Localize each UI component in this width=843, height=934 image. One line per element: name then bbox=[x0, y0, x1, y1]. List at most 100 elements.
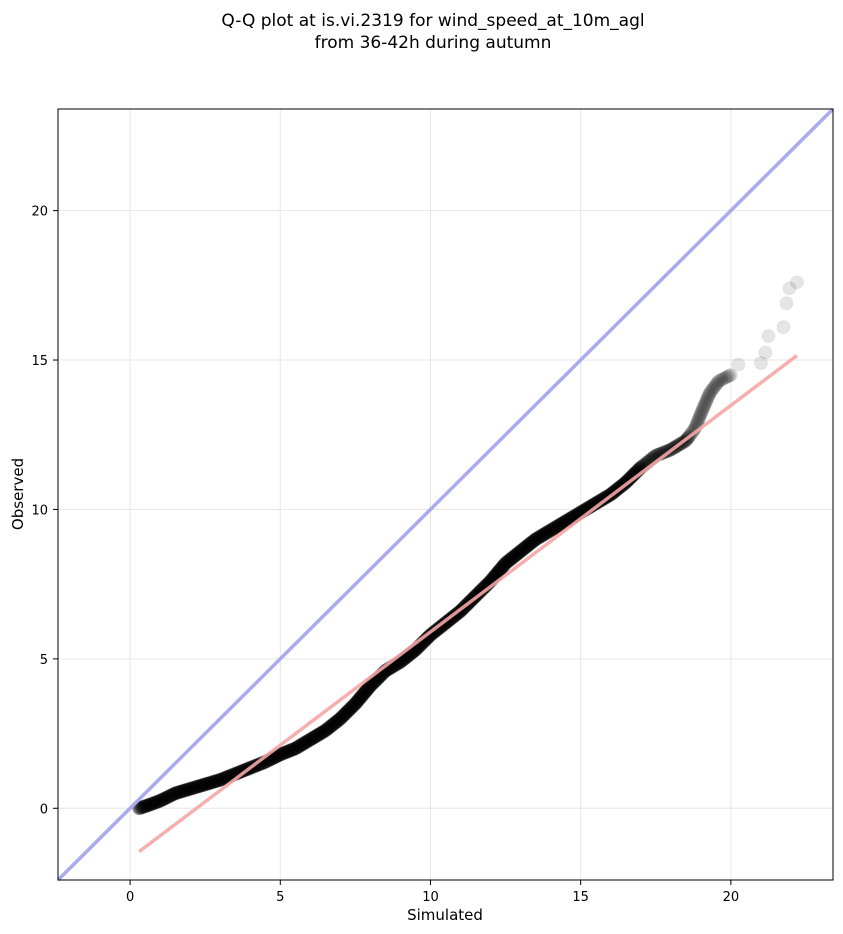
qq-point bbox=[709, 376, 724, 391]
qq-point bbox=[528, 532, 543, 547]
qq-point bbox=[159, 790, 174, 805]
qq-point bbox=[708, 377, 723, 392]
y-tick-label: 0 bbox=[40, 802, 48, 817]
identity-line bbox=[56, 107, 835, 882]
qq-point bbox=[288, 741, 303, 756]
qq-point bbox=[553, 517, 568, 532]
qq-point bbox=[497, 557, 512, 572]
qq-point bbox=[153, 793, 168, 808]
qq-point bbox=[362, 679, 377, 694]
qq-point bbox=[350, 694, 365, 709]
qq-point bbox=[213, 772, 228, 787]
qq-point bbox=[547, 520, 562, 535]
qq-point bbox=[504, 551, 519, 566]
qq-point bbox=[277, 745, 292, 760]
qq-point bbox=[501, 554, 516, 569]
chart-title: Q-Q plot at is.vi.2319 for wind_speed_at… bbox=[221, 11, 644, 31]
qq-point bbox=[690, 414, 705, 429]
qq-point bbox=[539, 525, 554, 540]
data-points bbox=[132, 275, 804, 816]
qq-point bbox=[150, 794, 165, 809]
qq-point bbox=[311, 727, 326, 742]
qq-point bbox=[329, 714, 344, 729]
qq-point bbox=[508, 548, 523, 563]
qq-point bbox=[342, 702, 357, 717]
qq-point bbox=[512, 545, 527, 560]
qq-point bbox=[195, 778, 210, 793]
qq-point bbox=[524, 535, 539, 550]
qq-point bbox=[707, 379, 722, 394]
qq-point bbox=[695, 403, 710, 418]
qq-point bbox=[511, 546, 526, 561]
qq-point bbox=[184, 781, 199, 796]
qq-point bbox=[704, 383, 719, 398]
qq-point bbox=[353, 690, 368, 705]
qq-point bbox=[181, 782, 196, 797]
qq-point bbox=[344, 700, 359, 715]
qq-point bbox=[133, 800, 148, 815]
qq-point bbox=[211, 773, 226, 788]
qq-point bbox=[555, 516, 570, 531]
qq-point bbox=[523, 536, 538, 551]
qq-point bbox=[300, 734, 315, 749]
qq-point bbox=[697, 399, 712, 414]
qq-point bbox=[536, 527, 551, 542]
qq-point bbox=[702, 387, 717, 402]
qq-point bbox=[513, 544, 528, 559]
qq-point bbox=[700, 391, 715, 406]
qq-point bbox=[514, 543, 529, 558]
qq-point bbox=[189, 780, 204, 795]
y-tick-label: 20 bbox=[31, 205, 48, 220]
qq-point bbox=[531, 530, 546, 545]
qq-point bbox=[543, 523, 558, 538]
qq-point bbox=[201, 776, 216, 791]
qq-point bbox=[279, 745, 294, 760]
qq-point bbox=[165, 787, 180, 802]
qq-point bbox=[316, 724, 331, 739]
qq-point bbox=[328, 715, 343, 730]
x-axis-label: Simulated bbox=[407, 906, 483, 924]
qq-point bbox=[199, 776, 214, 791]
qq-point bbox=[359, 683, 374, 698]
qq-point bbox=[340, 704, 355, 719]
qq-point bbox=[177, 783, 192, 798]
x-tick-label: 10 bbox=[422, 890, 439, 905]
qq-point bbox=[319, 722, 334, 737]
qq-point bbox=[696, 400, 711, 415]
x-tick-label: 15 bbox=[572, 890, 589, 905]
qq-point bbox=[310, 728, 325, 743]
qq-point bbox=[722, 368, 737, 383]
qq-point bbox=[166, 787, 181, 802]
qq-point bbox=[336, 708, 351, 723]
qq-point bbox=[693, 408, 708, 423]
qq-point bbox=[168, 786, 183, 801]
qq-point bbox=[327, 716, 342, 731]
qq-point bbox=[697, 397, 712, 412]
qq-point bbox=[516, 542, 531, 557]
qq-tail-point bbox=[779, 296, 794, 311]
chart-subtitle: from 36-42h during autumn bbox=[315, 33, 552, 53]
qq-point bbox=[354, 689, 369, 704]
qq-point bbox=[703, 384, 718, 399]
x-tick-label: 20 bbox=[723, 890, 740, 905]
qq-point bbox=[494, 561, 509, 576]
qq-point bbox=[335, 709, 350, 724]
qq-point bbox=[694, 405, 709, 420]
qq-point bbox=[507, 549, 522, 564]
qq-point bbox=[700, 390, 715, 405]
y-axis-ticks: 0 5 10 15 20 bbox=[31, 205, 58, 817]
qq-point bbox=[156, 792, 171, 807]
qq-point bbox=[358, 684, 373, 699]
qq-point bbox=[357, 685, 372, 700]
qq-point bbox=[198, 777, 213, 792]
qq-point bbox=[333, 711, 348, 726]
qq-point bbox=[160, 790, 175, 805]
qq-point bbox=[138, 799, 153, 814]
qq-point bbox=[496, 558, 511, 573]
qq-point bbox=[190, 779, 205, 794]
qq-point bbox=[324, 718, 339, 733]
qq-point bbox=[180, 782, 195, 797]
qq-point bbox=[527, 533, 542, 548]
qq-point bbox=[519, 539, 534, 554]
